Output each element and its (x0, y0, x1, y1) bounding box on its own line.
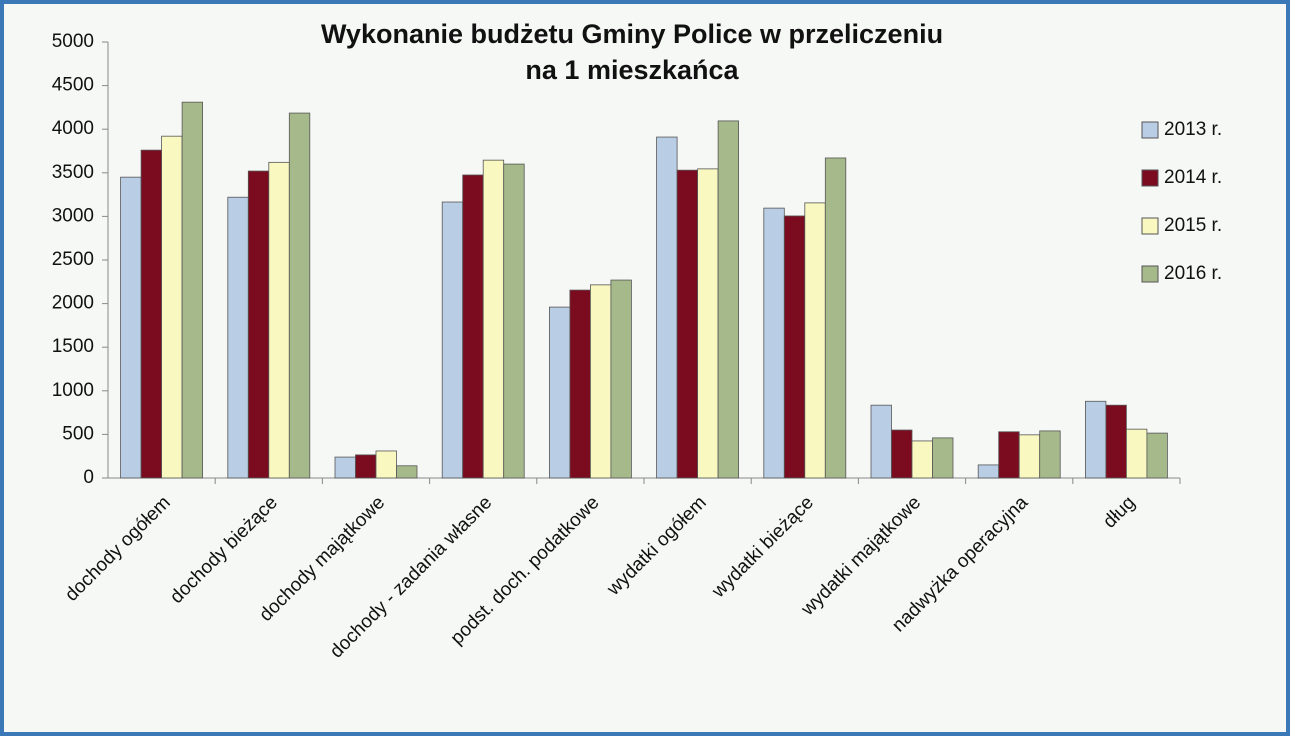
y-tick-label: 4500 (52, 75, 94, 96)
bar (1039, 430, 1061, 479)
bar (590, 284, 612, 479)
bar (503, 163, 525, 479)
bar (977, 464, 1000, 479)
chart-title: Wykonanie budżetu Gminy Police w przelic… (321, 19, 943, 49)
bar (441, 201, 464, 479)
bar (140, 149, 163, 479)
y-tick-label: 2000 (52, 293, 94, 314)
y-tick-label: 500 (62, 423, 94, 444)
y-tick-label: 3500 (52, 162, 94, 183)
bar (804, 202, 826, 479)
bar (911, 440, 933, 479)
bar (396, 465, 418, 479)
bar (998, 431, 1020, 479)
legend-swatch (1141, 265, 1159, 283)
bar (120, 176, 142, 479)
bar (1105, 404, 1127, 479)
bar (569, 289, 591, 479)
bar (247, 170, 270, 479)
bar (482, 159, 505, 479)
y-tick-label: 3000 (52, 205, 94, 226)
bar (355, 454, 377, 479)
bar (227, 196, 249, 479)
chart-title: na 1 mieszkańca (525, 55, 739, 85)
bar (181, 101, 204, 479)
bar (334, 456, 356, 479)
y-tick-label: 5000 (52, 31, 94, 52)
bar (462, 174, 484, 479)
bar (824, 157, 847, 479)
bar (891, 429, 913, 479)
bar (763, 207, 785, 479)
bar (549, 306, 571, 479)
bar (268, 161, 290, 479)
legend-label: 2016 r. (1164, 263, 1222, 284)
legend-label: 2013 r. (1164, 119, 1222, 140)
legend-label: 2014 r. (1164, 167, 1222, 188)
bar (697, 168, 719, 479)
legend-swatch (1141, 217, 1159, 235)
y-tick-label: 1000 (52, 380, 94, 401)
legend-swatch (1141, 169, 1159, 187)
bar (1018, 434, 1041, 479)
y-tick-label: 4000 (52, 118, 94, 139)
bar (870, 404, 892, 479)
bar (1146, 432, 1168, 479)
bar (783, 215, 806, 479)
legend-label: 2015 r. (1164, 215, 1222, 236)
bar (375, 450, 397, 479)
bar (656, 136, 678, 479)
bar (676, 169, 698, 479)
bar (161, 135, 183, 479)
bar (717, 120, 739, 479)
bar (1085, 400, 1107, 479)
y-tick-label: 1500 (52, 336, 94, 357)
y-tick-label: 2500 (52, 249, 94, 270)
bar (288, 112, 311, 479)
bar (932, 437, 954, 479)
y-tick-label: 0 (83, 467, 94, 488)
legend-swatch (1141, 121, 1159, 139)
bar (1126, 428, 1148, 479)
bar (610, 279, 632, 479)
